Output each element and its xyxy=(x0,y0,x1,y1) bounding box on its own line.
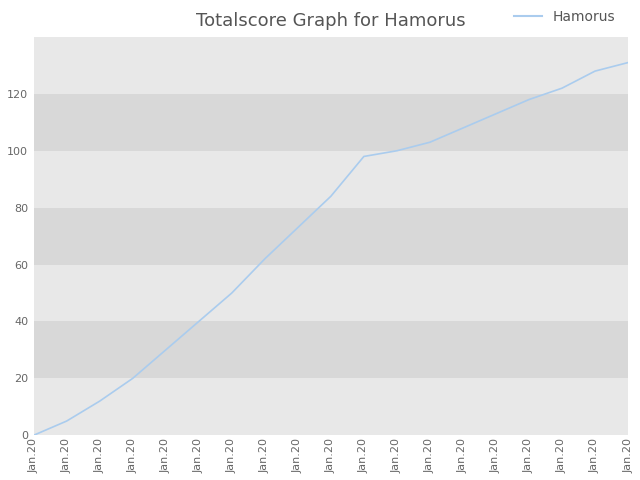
Bar xyxy=(34,151,628,208)
Hamorus xyxy=(96,398,104,404)
Legend: Hamorus: Hamorus xyxy=(509,4,621,29)
Hamorus xyxy=(327,193,335,199)
Hamorus xyxy=(162,347,170,353)
Hamorus xyxy=(525,96,533,102)
Bar xyxy=(34,94,628,151)
Bar xyxy=(34,378,628,435)
Hamorus xyxy=(393,148,401,154)
Hamorus xyxy=(624,60,632,65)
Hamorus xyxy=(63,418,70,424)
Hamorus xyxy=(294,225,301,230)
Bar xyxy=(34,37,628,94)
Bar xyxy=(34,208,628,264)
Hamorus xyxy=(261,256,269,262)
Bar xyxy=(34,264,628,322)
Hamorus xyxy=(129,375,136,381)
Hamorus xyxy=(426,139,434,145)
Hamorus xyxy=(360,154,368,159)
Hamorus xyxy=(492,111,500,117)
Bar xyxy=(34,322,628,378)
Hamorus xyxy=(558,85,566,91)
Hamorus xyxy=(228,290,236,296)
Hamorus xyxy=(459,125,467,131)
Line: Hamorus: Hamorus xyxy=(34,62,628,435)
Title: Totalscore Graph for Hamorus: Totalscore Graph for Hamorus xyxy=(196,12,466,30)
Hamorus xyxy=(591,68,599,74)
Hamorus xyxy=(195,319,203,324)
Hamorus xyxy=(30,432,38,438)
